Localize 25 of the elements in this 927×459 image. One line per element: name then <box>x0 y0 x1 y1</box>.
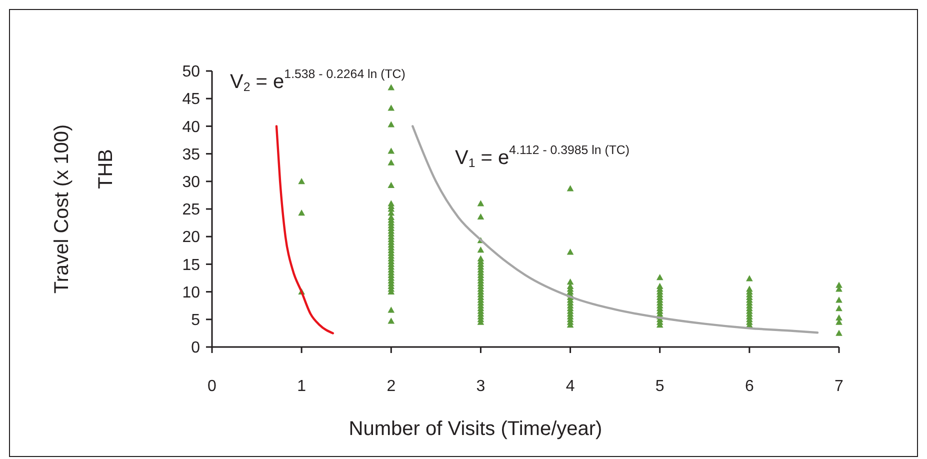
y-tick-label: 50 <box>182 64 200 81</box>
y-tick-label: 35 <box>182 146 200 164</box>
line-series <box>275 125 334 334</box>
y-tick-label: 40 <box>182 118 200 136</box>
y-tick-label: 20 <box>182 229 200 246</box>
y-tick-label: 25 <box>182 202 200 219</box>
x-tick-label: 4 <box>566 378 575 395</box>
y-tick-label: 10 <box>182 284 200 302</box>
x-tick-label: 2 <box>386 378 396 395</box>
y-tick-label: 0 <box>191 340 200 357</box>
annotation: V$_{1}$ = e$^{4.112 - 0.3985 ln (TC)}$ <box>455 143 630 170</box>
annotation: V$_{2}$ = e$^{1.538 - 0.2264 ln (TC)}$ <box>230 67 406 94</box>
y-tick-label: 5 <box>191 312 200 329</box>
y-axis-title: Travel Cost (x 100) THB <box>51 124 117 294</box>
x-axis-title: Number of Visits (Time/year) <box>348 418 602 440</box>
x-tick-label: 1 <box>297 378 306 395</box>
x-tick-label: 3 <box>476 378 486 395</box>
x-tick-label: 0 <box>208 378 217 395</box>
x-tick-label: 7 <box>834 378 844 395</box>
x-tick-label: 5 <box>655 378 664 395</box>
y-tick-label: 30 <box>182 174 200 191</box>
y-tick-label: 45 <box>182 91 200 108</box>
y-tick-label: 15 <box>182 256 200 274</box>
line-series <box>412 125 819 334</box>
x-tick-label: 6 <box>744 378 754 395</box>
